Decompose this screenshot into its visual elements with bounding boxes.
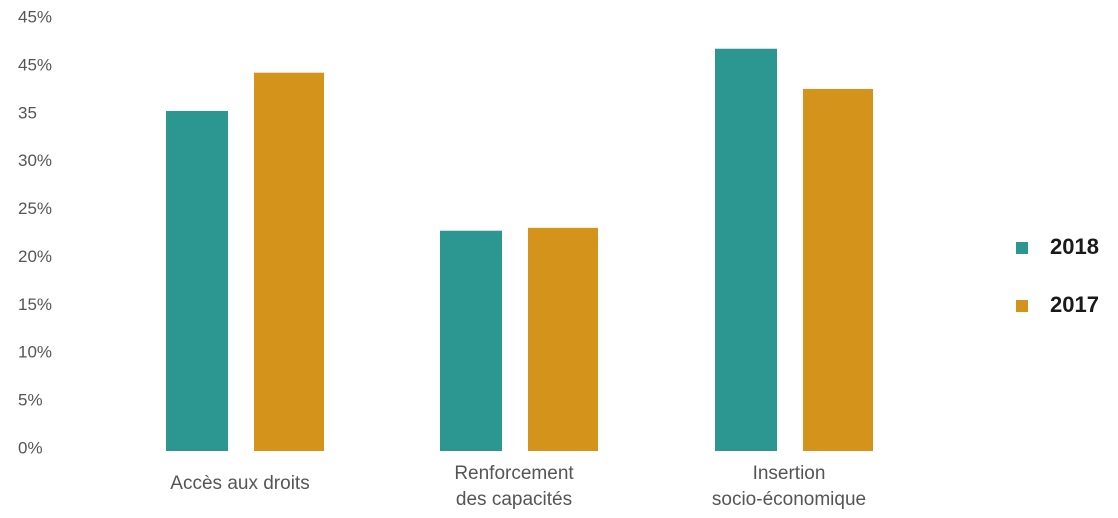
- y-tick-label: 35: [18, 103, 37, 122]
- y-tick-label: 10%: [18, 343, 52, 362]
- legend-label-2017: 2017: [1050, 292, 1099, 317]
- category-label: Insertion: [753, 463, 826, 484]
- bar-2017: [803, 88, 873, 452]
- bar-2017: [528, 227, 598, 451]
- y-tick-label: 0%: [18, 438, 43, 457]
- category-label: Renforcement: [454, 463, 574, 484]
- legend-label-2018: 2018: [1050, 234, 1099, 259]
- x-axis-categories: Accès aux droits Renforcement des capacité…: [170, 463, 866, 510]
- y-tick-label: 45%: [18, 7, 52, 26]
- bar-2018: [440, 230, 502, 451]
- category-label: Accès aux droits: [170, 473, 309, 494]
- category-label: des capacités: [456, 489, 572, 510]
- legend-swatch-2017: [1016, 300, 1028, 312]
- category-label: socio-économique: [712, 489, 866, 510]
- y-tick-label: 20%: [18, 247, 52, 266]
- y-tick-label: 45%: [18, 55, 52, 74]
- y-axis-ticks: 0% 5% 10% 15% 20% 25% 30% 35 45% 45%: [18, 7, 52, 457]
- bar-2018: [166, 110, 228, 451]
- y-tick-label: 25%: [18, 199, 52, 218]
- y-tick-label: 30%: [18, 151, 52, 170]
- bars: [166, 48, 873, 452]
- y-tick-label: 15%: [18, 295, 52, 314]
- bar-2018: [715, 48, 777, 451]
- y-tick-label: 5%: [18, 391, 43, 410]
- bar-2017: [254, 72, 324, 451]
- legend-swatch-2018: [1016, 242, 1028, 254]
- legend: 2018 2017: [1016, 234, 1099, 317]
